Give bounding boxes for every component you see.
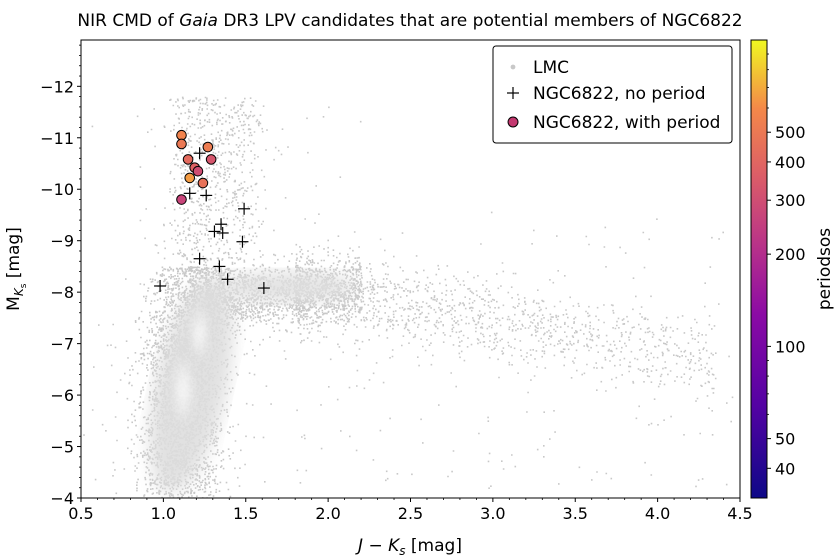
- colorbar-tick-label: 200: [775, 245, 806, 264]
- ngc6822-with-period-point: [184, 172, 196, 184]
- ngc6822-no-period-point: [193, 252, 206, 265]
- ngc6822-with-period-point: [205, 154, 217, 165]
- x-axis: 0.5 1.0 1.5 2.0 2.5 3.0 3.5 4.0 4.5: [68, 498, 753, 523]
- y-tick-label: −12: [40, 77, 74, 96]
- chart-title: NIR CMD of Gaia DR3 LPV candidates that …: [77, 11, 742, 31]
- colorbar-tick-label: 400: [775, 153, 806, 172]
- legend-no-period-label: NGC6822, no period: [533, 84, 706, 104]
- legend-with-period-label: NGC6822, with period: [533, 113, 720, 133]
- legend: LMC NGC6822, no period NGC6822, with per…: [492, 45, 733, 144]
- x-tick-label: 2.0: [315, 504, 340, 523]
- colorbar-label: periodsos: [815, 228, 835, 310]
- ngc6822-with-period-series: [176, 129, 217, 205]
- colorbar-tick-label: 300: [775, 191, 806, 210]
- ngc6822-with-period-point: [176, 194, 187, 205]
- ngc6822-no-period-point: [257, 282, 270, 295]
- colorbar: 40 50 100 200 300 400 500 periodsos: [750, 39, 835, 499]
- ngc6822-no-period-point: [238, 202, 251, 215]
- legend-lmc-marker: [510, 64, 516, 70]
- y-tick-label: −4: [50, 489, 74, 508]
- y-axis-label: MKs [mag]: [4, 227, 29, 311]
- y-axis: −4 −5 −6 −7 −8 −9 −10 −11 −12: [40, 44, 81, 508]
- ngc6822-no-period-point: [208, 225, 221, 238]
- colorbar-tick-label: 100: [775, 337, 806, 356]
- x-tick-label: 2.5: [398, 504, 423, 523]
- x-tick-label: 3.5: [563, 504, 588, 523]
- ngc6822-no-period-point: [216, 226, 229, 239]
- ngc6822-no-period-point: [236, 235, 249, 248]
- x-tick-label: 4.0: [645, 504, 670, 523]
- y-tick-label: −11: [40, 129, 74, 148]
- colorbar-tick-label: 40: [775, 459, 795, 478]
- lmc-core-peak: [171, 353, 196, 426]
- colorbar-ticks: 40 50 100 200 300 400 500: [767, 53, 806, 478]
- y-tick-label: −5: [50, 438, 74, 457]
- legend-lmc-label: LMC: [533, 58, 569, 78]
- legend-with-period-marker: [507, 116, 519, 128]
- y-tick-label: −7: [50, 335, 74, 354]
- ngc6822-no-period-series: [154, 147, 270, 295]
- y-tick-label: −9: [50, 232, 74, 251]
- ngc6822-no-period-point: [215, 218, 228, 231]
- y-tick-label: −8: [50, 283, 74, 302]
- ngc6822-no-period-point: [200, 189, 213, 202]
- lmc-core-peak: [189, 305, 210, 362]
- ngc6822-with-period-point: [197, 177, 209, 189]
- x-tick-label: 0.5: [68, 504, 93, 523]
- legend-box: [492, 45, 733, 144]
- ngc6822-with-period-point: [176, 129, 187, 141]
- colorbar-tick-label: 50: [775, 430, 795, 449]
- x-axis-label: J − Ks [mag]: [355, 536, 462, 558]
- colorbar-tick-label: 500: [775, 123, 806, 142]
- ngc6822-with-period-point: [202, 141, 214, 153]
- lmc-knee-density: [216, 271, 357, 304]
- ngc6822-with-period-point: [182, 154, 194, 165]
- ngc6822-no-period-point: [183, 187, 196, 200]
- x-tick-label: 1.5: [233, 504, 258, 523]
- y-tick-label: −6: [50, 386, 74, 405]
- ngc6822-with-period-point: [176, 138, 187, 150]
- legend-no-period-marker: [507, 87, 519, 99]
- ngc6822-with-period-point: [192, 165, 204, 177]
- ngc6822-no-period-point: [193, 147, 206, 160]
- ngc6822-no-period-point: [213, 260, 226, 273]
- x-tick-label: 4.5: [727, 504, 752, 523]
- lmc-series: [83, 96, 734, 498]
- y-tick-label: −10: [40, 180, 74, 199]
- colorbar-gradient: [750, 39, 768, 499]
- ngc6822-no-period-point: [221, 273, 234, 286]
- x-tick-label: 1.0: [151, 504, 176, 523]
- x-tick-label: 3.0: [480, 504, 505, 523]
- ngc6822-no-period-point: [154, 279, 167, 292]
